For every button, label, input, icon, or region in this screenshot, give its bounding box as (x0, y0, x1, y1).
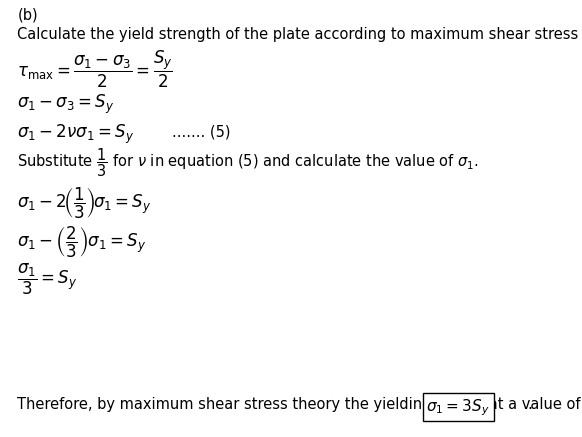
Text: $\sigma_1 - \sigma_3 = S_y$: $\sigma_1 - \sigma_3 = S_y$ (17, 93, 115, 117)
Text: Substitute $\dfrac{1}{3}$ for $\nu$ in equation (5) and calculate the value of $: Substitute $\dfrac{1}{3}$ for $\nu$ in e… (17, 146, 479, 179)
Text: $\sigma_1 - \left(\dfrac{2}{3}\right)\sigma_1 = S_y$: $\sigma_1 - \left(\dfrac{2}{3}\right)\si… (17, 225, 147, 260)
Text: (b): (b) (17, 8, 38, 23)
Text: .: . (527, 397, 532, 412)
Text: $\sigma_1 - 2\!\left(\dfrac{1}{3}\right)\!\sigma_1 = S_y$: $\sigma_1 - 2\!\left(\dfrac{1}{3}\right)… (17, 186, 152, 221)
Text: $\tau_{\mathrm{max}} = \dfrac{\sigma_1 - \sigma_3}{2} = \dfrac{S_y}{2}$: $\tau_{\mathrm{max}} = \dfrac{\sigma_1 -… (17, 49, 173, 90)
Text: Calculate the yield strength of the plate according to maximum shear stress theo: Calculate the yield strength of the plat… (17, 28, 582, 42)
Text: $\sigma_1 = 3S_y$: $\sigma_1 = 3S_y$ (427, 397, 489, 418)
Text: ....... (5): ....... (5) (172, 125, 230, 140)
Text: $\sigma_1 - 2\nu\sigma_1 = S_y$: $\sigma_1 - 2\nu\sigma_1 = S_y$ (17, 122, 134, 146)
Text: Therefore, by maximum shear stress theory the yielding occurs at a value of: Therefore, by maximum shear stress theor… (17, 397, 581, 412)
Text: $\dfrac{\sigma_1}{3} = S_y$: $\dfrac{\sigma_1}{3} = S_y$ (17, 262, 78, 297)
